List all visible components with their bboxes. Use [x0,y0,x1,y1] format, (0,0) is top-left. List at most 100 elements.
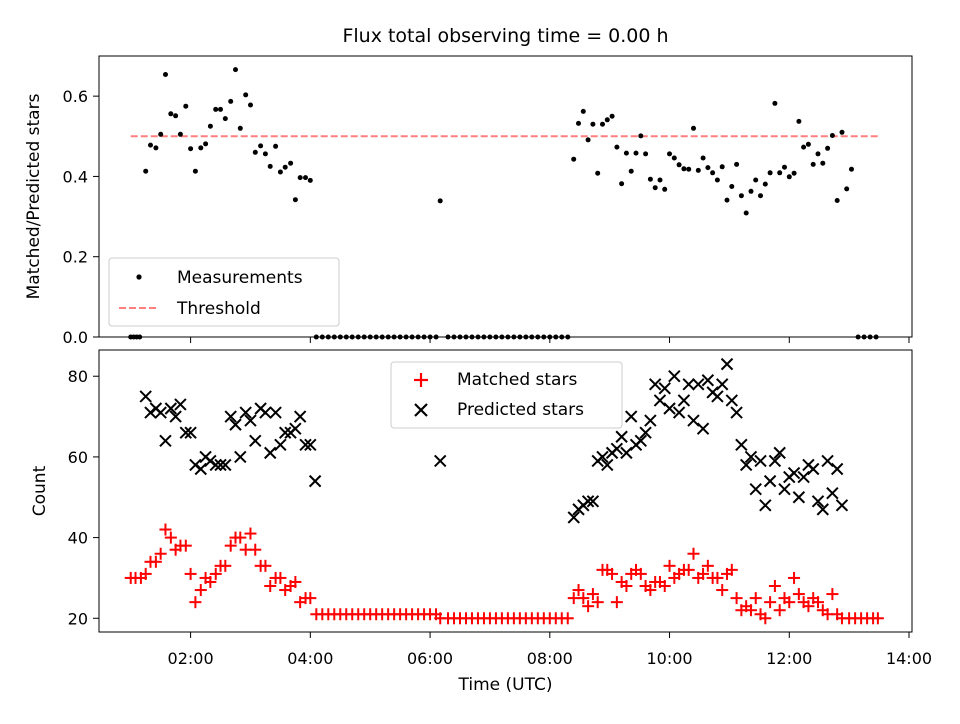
measurement-point [262,151,268,157]
measurement-point [571,156,577,162]
measurement-point [248,102,253,108]
bottom-y-tick-label: 60 [68,448,88,467]
measurement-point [829,133,835,138]
matched-star-point [184,567,197,580]
bottom-x-tick-label: 08:00 [527,649,573,668]
matched-star-point [259,559,272,572]
matched-star-point [194,584,207,597]
predicted-star-point [634,434,648,447]
legend-matched-label: Matched stars [457,370,577,390]
bottom-y-tick-label: 20 [68,609,88,628]
measurement-point [218,106,223,112]
matched-star-point [792,588,805,601]
measurement-point [437,198,443,204]
predicted-star-point [653,394,667,407]
matched-star-point [159,523,172,536]
predicted-star-point [567,511,580,524]
measurement-point [163,72,168,77]
matched-star-point [149,555,162,568]
measurement-point [267,163,273,169]
top-y-tick-label: 0.6 [63,87,88,106]
predicted-star-point [194,462,207,476]
matched-star-point [871,612,884,625]
measurement-point [590,121,596,127]
x-axis-label: Time (UTC) [458,675,553,695]
legend-predicted-marker [414,403,428,417]
matched-star-point [764,596,777,609]
predicted-star-point [687,414,700,427]
measurement-point [849,166,854,172]
measurement-point [753,177,759,183]
matched-star-point [244,527,257,540]
measurement-point [228,98,234,104]
measurement-point [188,146,194,152]
predicted-star-point [639,426,652,439]
bottom-x-tick-label: 12:00 [766,649,812,668]
measurement-point [243,92,249,98]
measurement-point [282,164,288,170]
measurement-point [767,170,773,176]
measurement-point [695,167,701,173]
predicted-star-point [214,458,227,472]
bottom-plot-marks [124,357,884,625]
matched-star-point [783,596,796,609]
matched-star-point [682,563,695,576]
chart-title: Flux total observing time = 0.00 h [342,25,668,47]
measurement-point [233,67,238,73]
matched-star-point [204,575,217,588]
measurement-point [729,184,735,189]
measurement-point [258,143,264,149]
measurement-point [623,150,629,156]
measurement-point [595,170,601,176]
matched-star-point [725,563,738,576]
matched-star-point [274,571,287,584]
measurement-point [153,145,159,151]
measurement-point [719,164,725,170]
predicted-star-point [229,418,242,431]
matched-star-point [658,580,671,593]
measurement-point [168,111,174,117]
measurement-point [647,176,653,182]
predicted-star-point [658,382,671,395]
measurement-point [671,155,677,161]
predicted-star-point [139,390,152,403]
matched-star-point [730,592,743,605]
predicted-star-point [696,422,710,435]
matched-star-point [620,580,633,593]
measurement-point [158,131,164,137]
measurement-point [143,168,149,174]
measurement-point [643,151,649,157]
predicted-star-point [759,499,772,512]
measurement-point [628,168,634,174]
predicted-star-point [826,487,839,500]
matched-star-point [644,584,657,597]
predicted-star-point [744,450,758,464]
predicted-star-point [249,434,262,447]
matched-star-point [139,567,152,580]
measurement-point [183,103,189,109]
measurement-point [686,166,692,172]
predicted-star-point [239,406,252,419]
predicted-star-point [169,410,182,423]
measurement-point [777,170,783,176]
measurement-point [805,141,811,147]
predicted-star-point [816,503,830,516]
bottom-x-ticks: 02:00 04:00 06:00 08:00 10:00 12:00 14:00 [168,632,932,668]
predicted-star-point [259,406,272,419]
predicted-star-point [754,454,767,468]
predicted-star-point [749,482,762,496]
predicted-star-point [209,458,222,472]
predicted-star-point [293,410,307,423]
predicted-star-point [586,495,600,508]
measurement-point [600,121,605,127]
predicted-star-point [234,450,247,464]
bottom-axes-frame [98,349,913,633]
predicted-star-point [644,414,657,427]
matched-star-point [759,612,772,625]
matched-star-point [582,600,595,613]
predicted-star-point [735,438,748,452]
measurement-point [288,160,294,166]
predicted-star-point [797,470,810,484]
predicted-star-point [716,378,729,391]
